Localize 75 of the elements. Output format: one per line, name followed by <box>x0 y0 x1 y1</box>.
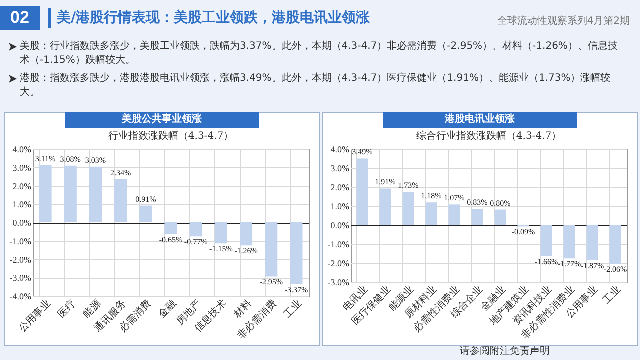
bar <box>448 204 460 225</box>
y-tick-label: 4.0% <box>12 144 32 154</box>
y-tick-label: -3.0% <box>328 278 350 288</box>
data-label: -0.65% <box>159 235 183 244</box>
y-tick-label: -1.0% <box>10 236 32 246</box>
data-label: 3.11% <box>35 154 56 164</box>
chart-subtitle: 行业指数涨跌幅（4.3-4.7） <box>108 130 234 142</box>
bar <box>114 180 128 222</box>
data-label: 3.08% <box>60 154 82 164</box>
y-tick-label: 1.0% <box>12 200 32 210</box>
chart-subtitle: 综合行业指数涨跌幅（4.3-4.7） <box>416 130 562 142</box>
bar <box>190 222 202 237</box>
bar <box>356 158 368 225</box>
data-label: -1.26% <box>234 246 258 256</box>
y-tick-label: 4.0% <box>330 144 350 154</box>
text: 请参阅附注免责声明 <box>460 345 550 358</box>
bar <box>402 192 414 225</box>
chart-title: 港股电讯业领涨 <box>383 112 577 128</box>
y-tick-label: 0.0% <box>330 220 350 230</box>
bar <box>39 165 52 222</box>
y-tick-label: -1.0% <box>328 240 350 250</box>
y-tick-label: -2.0% <box>328 258 350 268</box>
bar <box>240 222 253 246</box>
bar <box>610 225 622 264</box>
bar <box>265 222 278 277</box>
text: 美/港股行情表现：美股工业领跌，港股电讯业领涨 <box>48 8 370 28</box>
data-label: 0.83% <box>467 198 488 208</box>
bar <box>214 222 228 244</box>
data-label: -2.95% <box>260 278 284 287</box>
bar <box>586 225 598 261</box>
y-tick-label: 3.0% <box>12 162 32 173</box>
data-label: -2.06% <box>604 265 628 274</box>
y-tick-label: 1.0% <box>330 202 350 212</box>
data-label: 1.73% <box>398 181 420 190</box>
bar <box>89 166 102 222</box>
data-label: -1.66% <box>534 258 558 267</box>
bar <box>164 222 178 234</box>
data-label: -0.09% <box>512 228 536 237</box>
data-label: -3.37% <box>284 285 308 294</box>
bar <box>426 202 438 225</box>
y-tick-label: -4.0% <box>10 292 32 302</box>
bar <box>494 210 506 225</box>
bar <box>290 222 303 284</box>
data-label: 1.91% <box>375 178 396 187</box>
data-label: 1.18% <box>421 192 442 201</box>
data-label: 1.07% <box>444 194 466 203</box>
data-label: -1.15% <box>210 244 234 254</box>
x-tick-label: 医疗 <box>56 298 78 320</box>
y-tick-label: 2.0% <box>330 182 350 192</box>
data-label: -0.77% <box>184 238 208 247</box>
data-label: 0.80% <box>490 198 512 208</box>
bar <box>564 225 576 259</box>
data-label: -1.77% <box>558 260 582 269</box>
bar <box>64 166 77 222</box>
bar <box>540 225 552 257</box>
bar <box>380 188 392 225</box>
y-tick-label: -2.0% <box>10 254 32 265</box>
text: 全球流动性观察系列4月第2期 <box>497 14 630 28</box>
bar <box>472 209 484 225</box>
data-label: 3.03% <box>85 156 106 165</box>
data-label: 2.34% <box>110 168 132 178</box>
y-tick-label: 2.0% <box>12 181 32 192</box>
y-tick-label: -3.0% <box>10 273 32 284</box>
x-tick-label: 工业 <box>282 298 304 320</box>
data-label: -1.87% <box>580 262 604 271</box>
text: 02 <box>0 6 40 30</box>
text: 港股：指数涨多跌少，港股港股电讯业领涨，涨幅3.49%。此外，本期（4.3-4.7）医疗保健业（1.91%）、能源业（1.73%）涨幅较大。 <box>20 72 612 100</box>
y-tick-label: 0.0% <box>12 218 32 228</box>
y-tick-label: 3.0% <box>330 164 350 174</box>
chart-title: 美股公共事业领涨 <box>65 112 259 128</box>
bar <box>140 206 152 222</box>
data-label: 0.91% <box>136 194 157 204</box>
data-label: 3.49% <box>352 148 374 157</box>
text: 美股：行业指数跌多涨少，美股工业领跌，跌幅为3.37%。此外，本期（4.3-4.7）非必需消费（-2.95%）、材料（-1.26%）、信息技术（-1.15%）跌幅较大。 <box>20 40 619 68</box>
x-tick-label: 工业 <box>600 284 624 306</box>
